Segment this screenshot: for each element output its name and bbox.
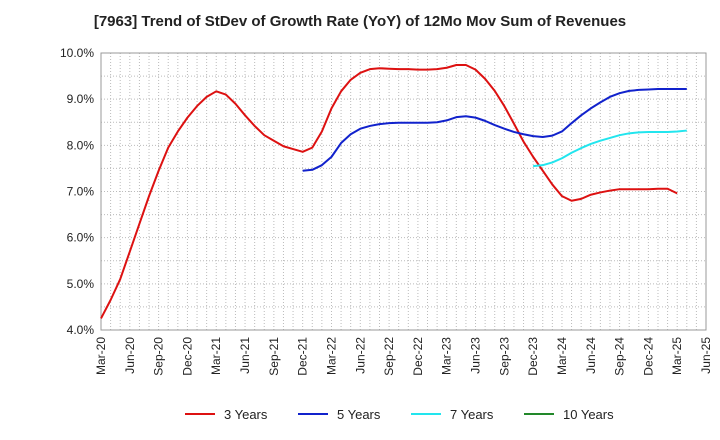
x-tick-label: Jun-22 [353, 337, 367, 374]
x-axis: Mar-20 Jun-20 Sep-20 Dec-20 Mar-21 Jun-21 Sep-… [94, 337, 713, 376]
x-tick-label: Jun-24 [584, 337, 598, 374]
x-tick-label: Dec-22 [411, 337, 425, 376]
x-tick-label: Dec-24 [641, 337, 655, 376]
series-line-7-years [533, 129, 687, 168]
y-tick-label: 10.0% [60, 46, 94, 60]
y-tick-label: 9.0% [67, 92, 95, 106]
y-tick-label: 7.0% [67, 185, 95, 199]
x-tick-label: Sep-22 [382, 337, 396, 376]
legend-label: 10 Years [563, 407, 614, 422]
chart-title: [7963] Trend of StDev of Growth Rate (Yo… [94, 13, 626, 30]
x-tick-label: Jun-25 [699, 337, 713, 374]
x-tick-label: Jun-23 [469, 337, 483, 374]
x-tick-label: Sep-20 [152, 337, 166, 376]
y-axis: 4.0% 5.0% 6.0% 7.0% 8.0% 9.0% 10.0% [60, 46, 94, 337]
x-tick-label: Sep-24 [613, 337, 627, 376]
series-line-3-years [100, 64, 678, 319]
y-tick-label: 8.0% [67, 138, 95, 152]
x-tick-label: Jun-20 [123, 337, 137, 374]
legend-label: 3 Years [224, 407, 268, 422]
plot-area [100, 52, 707, 331]
x-tick-label: Sep-23 [497, 337, 511, 376]
legend: 3 Years 5 Years 7 Years 10 Years [185, 407, 614, 422]
y-tick-label: 5.0% [67, 277, 95, 291]
legend-label: 5 Years [337, 407, 381, 422]
x-tick-label: Mar-20 [94, 337, 108, 375]
x-tick-label: Mar-22 [324, 337, 338, 375]
y-tick-label: 4.0% [67, 323, 95, 337]
x-tick-label: Dec-21 [296, 337, 310, 376]
x-tick-label: Mar-24 [555, 337, 569, 375]
x-tick-label: Dec-23 [526, 337, 540, 376]
x-tick-label: Dec-20 [180, 337, 194, 376]
x-tick-label: Mar-25 [670, 337, 684, 375]
series-line-5-years [302, 88, 687, 172]
y-tick-label: 6.0% [67, 231, 95, 245]
series-group [100, 64, 687, 319]
x-tick-label: Mar-21 [209, 337, 223, 375]
x-tick-label: Mar-23 [440, 337, 454, 375]
x-tick-label: Sep-21 [267, 337, 281, 376]
legend-label: 7 Years [450, 407, 494, 422]
x-tick-label: Jun-21 [238, 337, 252, 374]
